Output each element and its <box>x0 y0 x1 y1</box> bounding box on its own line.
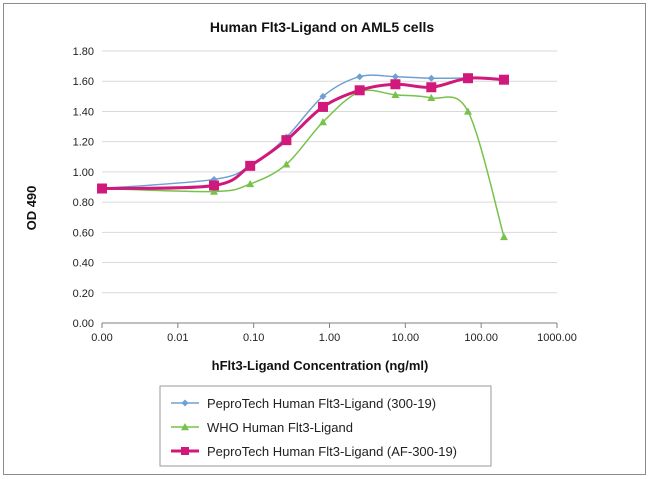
data-point-diamond <box>356 73 364 81</box>
x-axis-title: hFlt3-Ligand Concentration (ng/ml) <box>212 358 429 373</box>
data-point-diamond <box>319 92 327 100</box>
data-point-square <box>354 85 365 96</box>
axes <box>101 322 558 328</box>
series-line <box>101 89 505 238</box>
y-tick-label: 1.20 <box>73 137 94 149</box>
data-point-triangle <box>391 90 400 99</box>
data-point-square <box>390 79 401 90</box>
data-point-triangle <box>181 423 189 431</box>
x-tick-label: 0.10 <box>243 332 264 344</box>
data-point-diamond <box>181 399 189 407</box>
data-point-diamond <box>391 73 399 81</box>
x-tick-label: 1000.00 <box>537 332 577 344</box>
chart-frame <box>3 3 646 475</box>
x-tick-labels: 0.00 0.01 0.10 1.00 10.00 100.00 1000.00 <box>91 332 577 344</box>
legend: PeproTech Human Flt3-Ligand (300-19) WHO … <box>171 396 457 459</box>
chart-title: Human Flt3-Ligand on AML5 cells <box>210 19 434 35</box>
y-axis-title: OD 490 <box>24 186 39 231</box>
data-point-triangle <box>499 232 508 241</box>
x-tick-label: 10.00 <box>392 332 420 344</box>
series-line <box>101 76 505 191</box>
y-tick-label: 0.00 <box>73 318 94 330</box>
y-tick-label: 0.80 <box>73 197 94 209</box>
data-point-square <box>245 160 256 171</box>
series-line <box>101 74 505 190</box>
y-tick-labels: 0.00 0.20 0.40 0.60 0.80 1.00 1.20 1.40 1.60 1.80 <box>73 46 94 330</box>
data-point-triangle <box>427 93 436 102</box>
data-point-diamond <box>427 74 435 82</box>
legend-label: PeproTech Human Flt3-Ligand (AF-300-19) <box>207 444 457 459</box>
y-tick-label: 1.60 <box>73 76 94 88</box>
legend-label: WHO Human Flt3-Ligand <box>207 420 353 435</box>
data-point-square <box>462 73 473 84</box>
data-point-square <box>209 180 220 191</box>
y-tick-label: 1.40 <box>73 106 94 118</box>
data-point-square <box>426 82 437 93</box>
series-2 <box>98 87 508 241</box>
y-tick-label: 1.80 <box>73 46 94 58</box>
data-point-triangle <box>318 118 327 126</box>
data-point-square <box>97 183 107 194</box>
x-tick-label: 100.00 <box>464 332 498 344</box>
x-tick-label: 0.01 <box>167 332 188 344</box>
series-1 <box>98 73 508 193</box>
x-tick-label: 0.00 <box>91 332 112 344</box>
y-tick-label: 0.60 <box>73 227 94 239</box>
data-point-triangle <box>210 187 219 195</box>
data-point-square <box>181 447 189 455</box>
y-tick-label: 0.40 <box>73 258 94 270</box>
data-point-triangle <box>246 179 255 188</box>
y-tick-label: 0.20 <box>73 288 94 300</box>
series-3 <box>97 73 509 194</box>
data-point-square <box>317 101 328 112</box>
legend-label: PeproTech Human Flt3-Ligand (300-19) <box>207 396 436 411</box>
series-group <box>97 73 509 241</box>
data-point-triangle <box>282 160 291 168</box>
gridlines <box>102 50 557 294</box>
y-tick-label: 1.00 <box>73 167 94 179</box>
data-point-square <box>281 135 292 146</box>
data-point-triangle <box>463 107 472 115</box>
data-point-square <box>498 74 509 85</box>
x-tick-label: 1.00 <box>319 332 340 344</box>
legend-box <box>159 385 492 467</box>
